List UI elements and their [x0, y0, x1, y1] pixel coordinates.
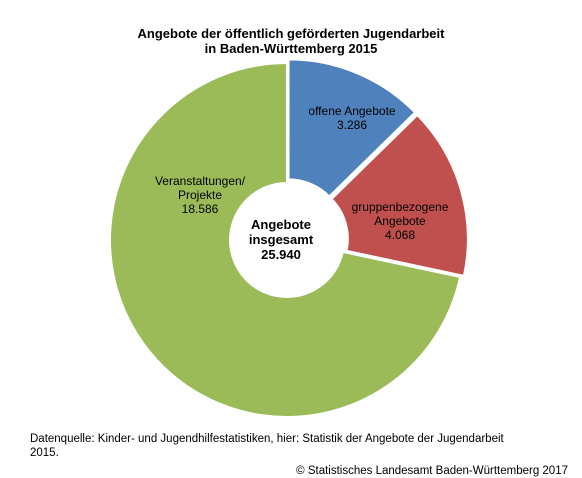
slice-label-gruppenbezogene-line-1: gruppenbezogene: [351, 200, 449, 214]
slice-label-offene-angebote: offene Angebote 3.286: [292, 104, 412, 132]
slice-label-veranstaltungen-projekte: Veranstaltungen/ Projekte 18.586: [140, 174, 260, 216]
slice-label-offene-angebote-name: offene Angebote: [308, 104, 396, 118]
chart-title: Angebote der öffentlich geförderten Juge…: [0, 26, 582, 56]
copyright-note: © Statistisches Landesamt Baden-Württemb…: [296, 465, 568, 477]
slice-label-veranstaltungen-line-1: Veranstaltungen/: [154, 174, 246, 188]
center-total-value: 25.940: [261, 247, 301, 262]
slice-label-veranstaltungen-value: 18.586: [181, 202, 219, 216]
center-total-line-1: Angebote: [251, 217, 311, 232]
slice-offene-angebote: [287, 58, 417, 198]
chart-title-line-1: Angebote der öffentlich geförderten Juge…: [137, 26, 445, 41]
data-source-line-2: 2015.: [30, 447, 59, 459]
slice-label-gruppenbezogene-line-2: Angebote: [374, 214, 426, 228]
slice-label-veranstaltungen-line-2: Projekte: [177, 188, 223, 202]
slice-label-offene-angebote-value: 3.286: [336, 118, 368, 132]
slice-veranstaltungen-projekte: [109, 61, 462, 418]
slice-label-gruppenbezogene-angebote: gruppenbezogene Angebote 4.068: [340, 200, 460, 242]
center-total-label: Angebote insgesamt 25.940: [238, 217, 324, 262]
slice-label-gruppenbezogene-value: 4.068: [384, 228, 416, 242]
data-source-note: Datenquelle: Kinder- und Jugendhilfestat…: [30, 432, 560, 460]
chart-title-line-2: in Baden-Württemberg 2015: [204, 41, 378, 56]
center-total-line-2: insgesamt: [248, 232, 314, 247]
data-source-line-1: Datenquelle: Kinder- und Jugendhilfestat…: [30, 433, 504, 445]
slice-gruppenbezogene-angebote: [330, 113, 469, 278]
